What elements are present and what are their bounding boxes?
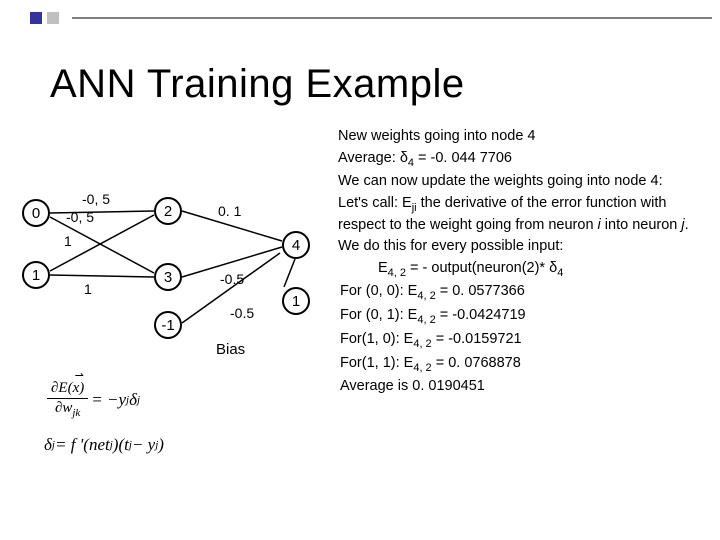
body-l3: We can now update the weights going into…: [338, 172, 700, 192]
formula-den-sub: jk: [72, 407, 80, 419]
bias-label: Bias: [216, 341, 245, 358]
f2-l: δ: [44, 435, 52, 455]
accent-square-2: [47, 12, 59, 24]
node-n1b: 1: [282, 287, 310, 315]
accent-square-1: [30, 12, 42, 24]
body-l2: Average: δ4 = -0. 044 7706: [338, 149, 700, 171]
node-n2: 2: [154, 197, 182, 225]
formula-rhs-d: δ: [129, 390, 137, 410]
network-diagram: 0123-141 -0, 5-0, 5110. 1-0.5-0.5 Bias: [22, 183, 332, 363]
f2-end: − y: [132, 435, 155, 455]
formula-frac: ∂E(x) ∂wjk: [47, 380, 88, 419]
body-l4: Let's call: Eji the derivative of the er…: [338, 194, 700, 235]
node-nb: -1: [154, 311, 182, 339]
formula-den-a: ∂w: [55, 400, 72, 416]
body-l1: New weights going into node 4: [338, 127, 700, 147]
formula-line-1: ∂E(x) ∂wjk = −yjδj: [44, 380, 216, 419]
weight-label-5: -0.5: [220, 271, 244, 287]
weight-label-4: 0. 1: [218, 203, 241, 219]
accent-line: [72, 17, 712, 19]
weight-label-2: 1: [64, 233, 72, 249]
formula-rhs-sub2: j: [137, 394, 140, 406]
f2-close: ): [158, 435, 164, 455]
formula-rhs-eq: = −y: [91, 390, 126, 410]
body-l9: For(1, 0): E4, 2 = -0.0159721: [340, 330, 700, 352]
weight-label-3: 1: [84, 281, 92, 297]
formula-block: ∂E(x) ∂wjk = −yjδj δj = f ʹ(netj)(tj − y…: [44, 380, 216, 455]
body-l5: We do this for every possible input:: [338, 237, 700, 257]
body-l6: E4, 2 = - output(neuron(2)* δ4: [378, 259, 700, 281]
node-n0: 0: [22, 199, 50, 227]
body-l11: Average is 0. 0190451: [340, 377, 700, 397]
f2-r: )(t: [113, 435, 129, 455]
f2-mid: = f ʹ(net: [55, 435, 110, 455]
slide: ANN Training Example 0123-141 -0, 5-0, 5…: [0, 0, 720, 540]
weight-label-0: -0, 5: [82, 191, 110, 207]
body-l7: For (0, 0): E4, 2 = 0. 0577366: [340, 282, 700, 304]
accent-bar: [30, 12, 712, 24]
node-n4: 4: [282, 231, 310, 259]
formula-line-2: δj = f ʹ(netj)(tj − yj): [44, 435, 216, 455]
body-l8: For (0, 1): E4, 2 = -0.0424719: [340, 306, 700, 328]
formula-num: ∂E(x): [51, 380, 84, 396]
node-n3: 3: [154, 263, 182, 291]
body-l10: For(1, 1): E4, 2 = 0. 0768878: [340, 354, 700, 376]
node-n1: 1: [22, 261, 50, 289]
body-text: New weights going into node 4 Average: δ…: [338, 127, 700, 399]
weight-label-1: -0, 5: [66, 209, 94, 225]
slide-title: ANN Training Example: [50, 62, 465, 107]
weight-label-6: -0.5: [230, 305, 254, 321]
